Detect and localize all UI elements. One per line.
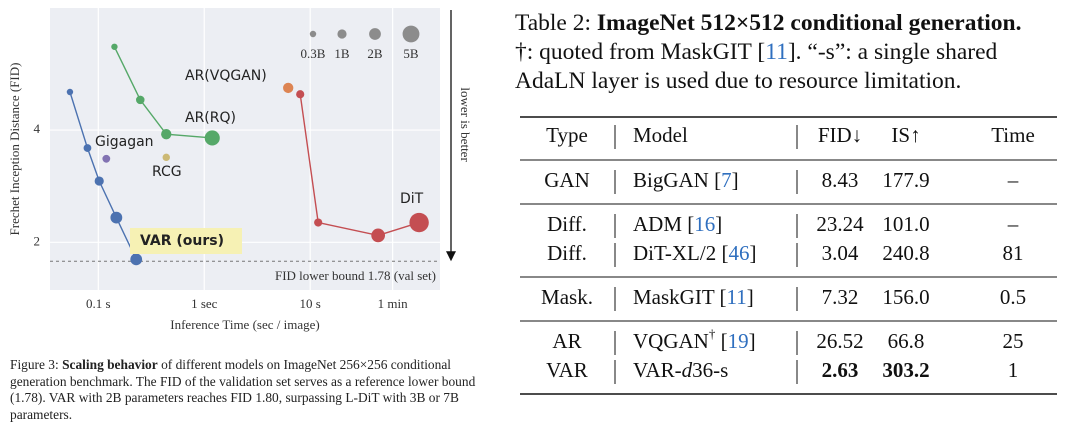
size-legend-label: 2B (367, 46, 383, 61)
bubble (130, 253, 143, 266)
table-caption: Table 2: ImageNet 512×512 conditional ge… (515, 9, 1067, 96)
table-cell: 25 (1003, 329, 1024, 353)
table-title: ImageNet 512×512 conditional generation. (596, 10, 1022, 36)
table-cell: 177.9 (882, 168, 929, 192)
bubble (162, 153, 170, 162)
arrow-head (446, 251, 456, 262)
y-axis-label: Frechet Inception Distance (FID) (7, 63, 22, 236)
table-header: Time (991, 123, 1035, 147)
series-label: DiT (400, 191, 424, 207)
table-cell: DiT-XL/2 [46] (633, 241, 756, 265)
bubble (94, 176, 104, 186)
bubble (83, 144, 92, 152)
arrow-label: lower is better (458, 87, 473, 162)
table-cell: 8.43 (822, 168, 859, 192)
series-label: AR(VQGAN) (185, 68, 267, 84)
bubble (296, 90, 305, 99)
table-cell: Diff. (547, 212, 587, 236)
bubble (110, 211, 123, 224)
x-tick-label: 0.1 s (86, 296, 111, 311)
bubble (66, 88, 74, 96)
table-cell: 101.0 (882, 212, 929, 236)
size-legend-label: 0.3B (301, 46, 326, 61)
table-cell: 26.52 (816, 329, 863, 353)
table-cell: BigGAN [7] (633, 168, 739, 192)
table-header: FID↓ (818, 123, 862, 147)
bubble (314, 218, 323, 227)
table-cell: – (1007, 168, 1019, 192)
size-legend-label: 5B (403, 46, 419, 61)
table-cell: Mask. (541, 285, 593, 309)
bubble (102, 154, 111, 163)
x-tick-label: 1 sec (191, 296, 218, 311)
table-header: Model (633, 123, 688, 147)
bubble (161, 129, 172, 140)
plot-background (50, 8, 440, 290)
bubble (409, 212, 429, 233)
table-cell: VQGAN† [19] (633, 326, 756, 352)
table-cell: 66.8 (888, 329, 925, 353)
table-cell: 23.24 (816, 212, 864, 236)
table-cell: Diff. (547, 241, 587, 265)
bubble (136, 95, 145, 105)
table-cell: VAR (546, 358, 588, 382)
bubble (204, 130, 220, 146)
label-box (130, 228, 242, 254)
series-label: AR(RQ) (185, 110, 236, 126)
size-legend-marker (309, 30, 317, 38)
table-header: Type (546, 123, 588, 147)
series-line (299, 94, 420, 237)
caption-bold: Scaling behavior (62, 357, 158, 372)
bubble (111, 43, 118, 50)
table-cell: MaskGIT [11] (633, 285, 754, 309)
table-cell: 1 (1008, 358, 1019, 382)
size-legend-label: 1B (334, 46, 350, 61)
table-label: Table 2: (515, 10, 592, 36)
table-cell: VAR-d36-s (633, 358, 728, 382)
series-label: Gigagan (95, 134, 154, 150)
table-cell: ADM [16] (633, 212, 722, 236)
reference-label: FID lower bound 1.78 (val set) (275, 268, 436, 283)
table-cell: 156.0 (882, 285, 929, 309)
size-legend-marker (337, 29, 347, 39)
x-axis-label: Inference Time (sec / image) (170, 317, 319, 332)
table-cell: 81 (1003, 241, 1024, 265)
table-cell: – (1007, 212, 1019, 236)
table-cell: AR (552, 329, 581, 353)
size-legend-marker (369, 28, 381, 40)
table-cell: 2.63 (822, 358, 859, 382)
table-header: IS↑ (891, 123, 920, 147)
size-legend-marker (402, 25, 420, 43)
table-cell: 7.32 (822, 285, 859, 309)
series-label: VAR (ours) (140, 233, 224, 249)
table-cell: 303.2 (882, 358, 929, 382)
figure-caption: Figure 3: Scaling behavior of different … (10, 357, 495, 423)
table-cell: 240.8 (882, 241, 929, 265)
series-line (113, 46, 213, 139)
bubble (283, 82, 294, 94)
x-tick-label: 10 s (300, 296, 321, 311)
table-cell: 3.04 (822, 241, 859, 265)
bubble (371, 228, 386, 243)
table-cell: 0.5 (1000, 285, 1026, 309)
caption-text: of different models on ImageNet 256×256 … (10, 357, 476, 422)
y-tick-label: 4 (34, 121, 41, 136)
table-cell: GAN (544, 168, 590, 192)
y-tick-label: 2 (34, 233, 41, 248)
table-note: †: quoted from MaskGIT [11]. “-s”: a sin… (515, 39, 998, 94)
x-tick-label: 1 min (378, 296, 408, 311)
caption-label: Figure 3: (10, 357, 59, 372)
series-label: RCG (152, 164, 182, 180)
